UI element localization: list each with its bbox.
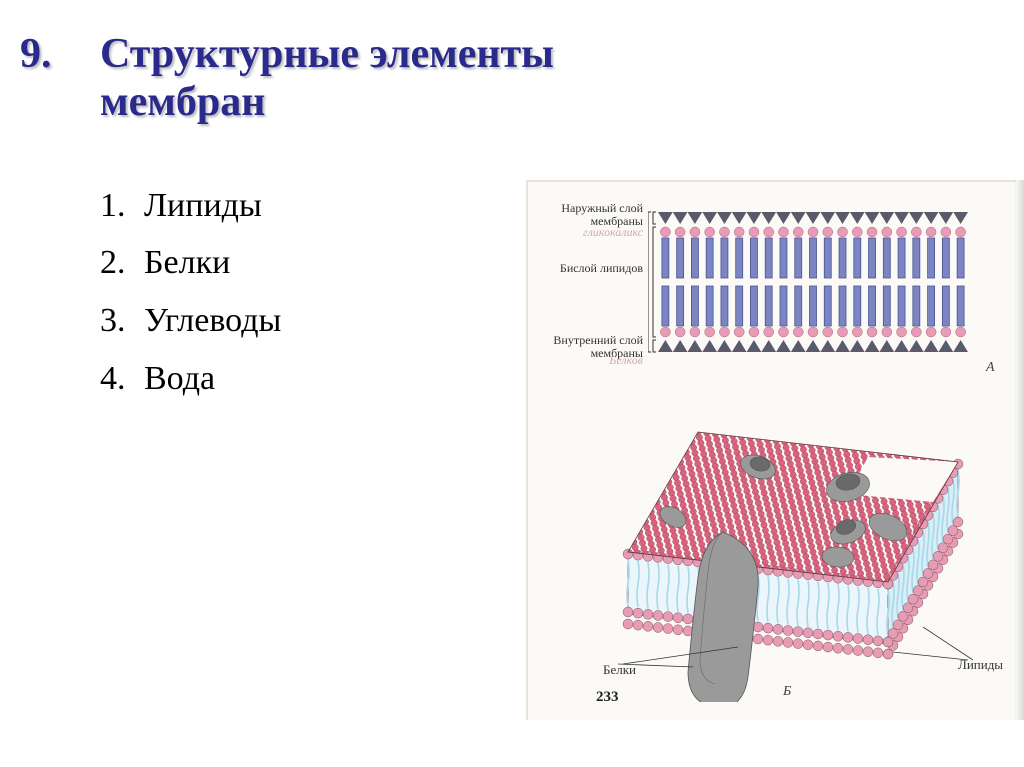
diagram-panel: Наружный слой мембраны гликокаликс Бисло… (526, 180, 1016, 720)
figure-a-letter: А (986, 360, 995, 376)
title-line1: Структурные элементы (100, 31, 554, 77)
schematic-svg (648, 200, 978, 370)
list-num: 2. (100, 234, 144, 292)
schematic-label-hand2: Белков (543, 354, 643, 367)
schematic-label-hand1: гликокаликс (543, 226, 643, 239)
title-number: 9. (20, 30, 80, 78)
label-proteins: Белки (603, 662, 636, 678)
list-text: Вода (144, 350, 215, 408)
label-lipids: Липиды (958, 657, 1003, 673)
list-text: Углеводы (144, 292, 281, 350)
list-text: Белки (144, 234, 230, 292)
list-text: Липиды (144, 177, 262, 235)
list-num: 3. (100, 292, 144, 350)
schematic-label-bilayer: Бислой липидов (543, 262, 643, 275)
list-num: 4. (100, 350, 144, 408)
figure-b-letter: Б (783, 684, 791, 700)
page-number: 233 (596, 689, 619, 706)
title-text: Структурные элементы мембран (100, 30, 554, 127)
page-shadow (1014, 180, 1024, 720)
slide-title: 9. Структурные элементы мембран (0, 0, 1024, 127)
three-d-svg (588, 402, 1008, 702)
list-num: 1. (100, 177, 144, 235)
title-line2: мембран (100, 79, 265, 125)
schematic-diagram (648, 200, 978, 370)
three-d-diagram (588, 402, 1008, 702)
